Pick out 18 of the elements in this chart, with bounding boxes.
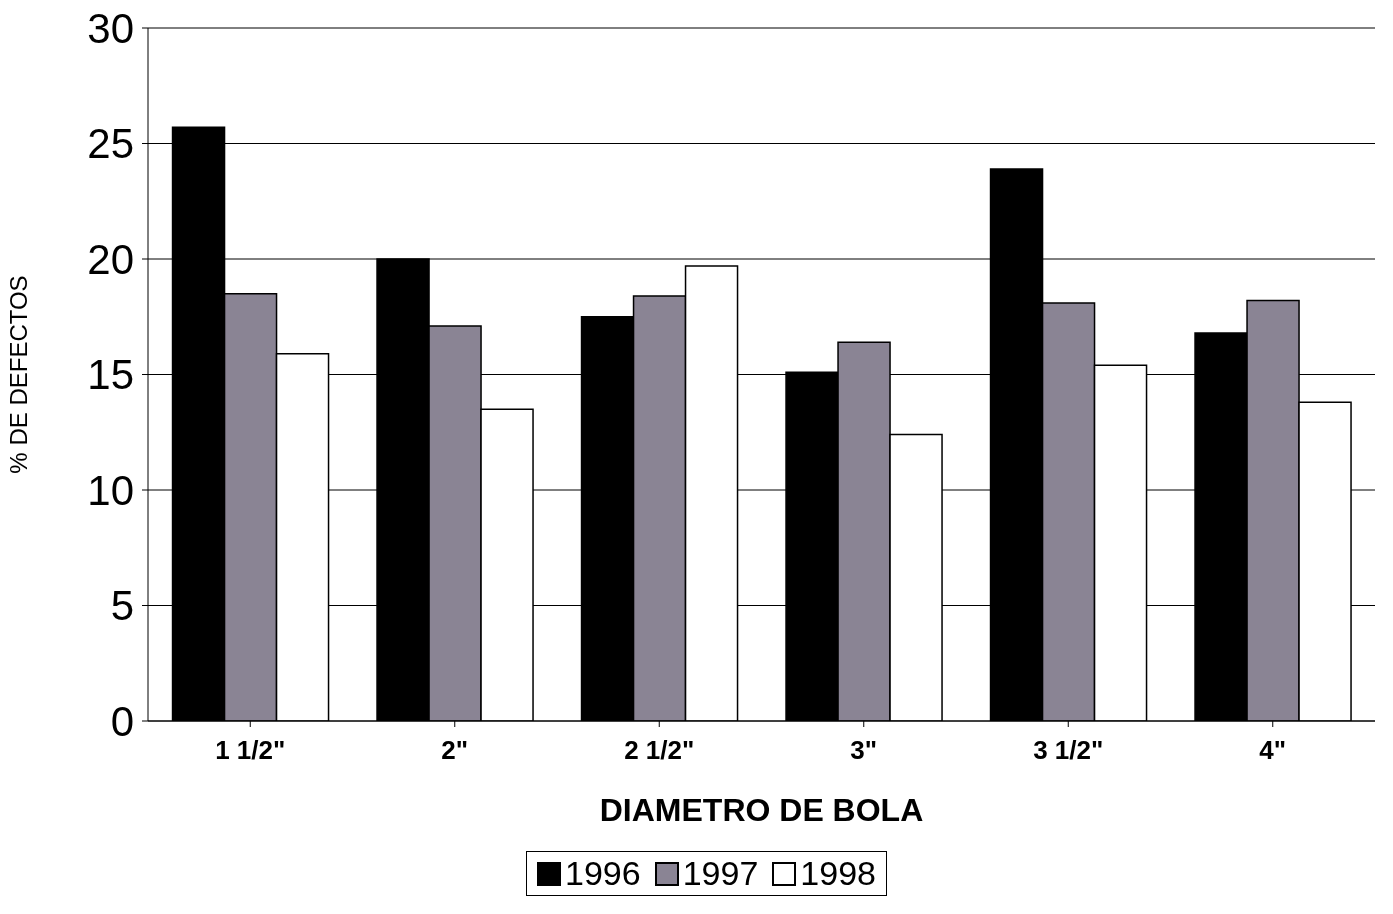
x-axis-title: DIAMETRO DE BOLA bbox=[599, 792, 924, 828]
x-tick-label: 4" bbox=[1259, 735, 1287, 766]
y-tick-label: 10 bbox=[87, 466, 134, 514]
x-tick-label: 1 1/2" bbox=[215, 735, 286, 766]
x-tick-label: 2" bbox=[441, 735, 469, 766]
x-tick-label: 3" bbox=[850, 735, 878, 766]
y-axis-title: % DE DEFECTOS bbox=[4, 275, 32, 474]
y-tick-label: 30 bbox=[87, 4, 134, 52]
x-tick-label: 2 1/2" bbox=[624, 735, 695, 766]
x-tick-label: 3 1/2" bbox=[1033, 735, 1104, 766]
y-tick-label: 5 bbox=[110, 582, 134, 630]
y-tick-label: 15 bbox=[87, 351, 134, 399]
y-tick-label: 0 bbox=[110, 697, 134, 745]
legend-label: 1997 bbox=[682, 854, 759, 893]
legend-label: 1996 bbox=[565, 854, 641, 893]
y-tick-label: 20 bbox=[87, 235, 134, 283]
y-tick-label: 25 bbox=[87, 120, 134, 168]
legend-label: 1998 bbox=[800, 854, 876, 893]
